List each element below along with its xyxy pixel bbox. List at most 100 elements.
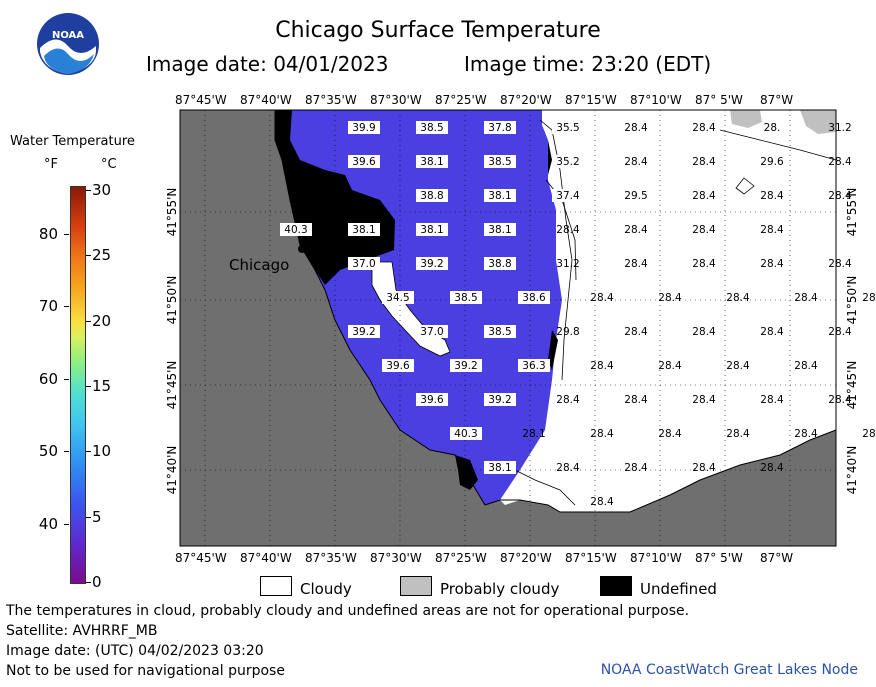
temp-label-bg — [416, 393, 448, 406]
lon-label-bottom: 87°35'W — [305, 551, 357, 565]
temp-label: 28.4 — [556, 394, 580, 406]
lon-label-bottom: 87°20'W — [500, 551, 552, 565]
temp-label-bg — [484, 393, 516, 406]
temp-label-bg — [416, 223, 448, 236]
temp-label-bg — [518, 359, 550, 372]
temp-label: 28.4 — [692, 224, 716, 236]
temp-label: 38.8 — [488, 258, 511, 270]
temp-label-bg — [416, 189, 448, 202]
lon-label-top: 87°20'W — [500, 93, 552, 107]
temp-label: 28.4 — [624, 122, 648, 134]
probably-cloudy-area — [730, 110, 762, 128]
page-title: Chicago Surface Temperature — [275, 18, 601, 43]
temp-label: 37.0 — [352, 258, 375, 270]
lat-label-left: 41°50'N — [165, 276, 179, 325]
temp-label: 39.2 — [488, 394, 511, 406]
axis-labels: 87°45'W 87°45'W 87°40'W 87°40'W 87°35'W 87°35… — [165, 93, 859, 565]
temp-label: 28.4 — [692, 156, 716, 168]
map-frame — [179, 109, 837, 547]
lon-label-bottom: 87°25'W — [435, 551, 487, 565]
temp-label: 28.4 — [692, 122, 716, 134]
legend-f-tick: 50 — [38, 442, 58, 461]
temp-label: 40.3 — [454, 428, 477, 440]
temp-label: 28.4 — [658, 360, 682, 372]
lon-label-top: 87°40'W — [240, 93, 292, 107]
legend-f-tickmark — [64, 378, 69, 380]
legend-c-tick: 0 — [92, 573, 102, 591]
temp-label: 38.5 — [488, 326, 511, 338]
temp-label: 28.4 — [726, 360, 750, 372]
temp-label: 37.4 — [556, 190, 580, 202]
temp-label: 28.4 — [590, 496, 614, 508]
temp-label: 28.4 — [726, 292, 750, 304]
legend-c-tickmark — [86, 516, 91, 518]
lat-label-left: 41°55'N — [165, 188, 179, 237]
temp-label-bg — [416, 155, 448, 168]
temp-label-bg — [450, 291, 482, 304]
temp-label: 35.2 — [556, 156, 579, 168]
svg-text:NOAA: NOAA — [52, 30, 84, 41]
temp-label-bg — [348, 155, 380, 168]
shoreline — [274, 110, 837, 513]
temp-label: 28.4 — [828, 190, 852, 202]
temp-label-bg — [348, 223, 380, 236]
temp-label: 39.2 — [352, 326, 375, 338]
lat-label-right: 41°50'N — [845, 276, 859, 325]
disclaimer: The temperatures in cloud, probably clou… — [6, 603, 690, 619]
legend-c-tick: 25 — [92, 246, 112, 265]
lon-label-bottom: 87°10'W — [630, 551, 682, 565]
legend-f-tick: 70 — [38, 297, 58, 316]
lon-label-bottom: 87°30'W — [370, 551, 422, 565]
lat-label-left: 41°45'N — [165, 361, 179, 410]
temp-label: 40.3 — [284, 224, 307, 236]
temp-label: 28.4 — [658, 292, 682, 304]
temp-label: 28.4 — [794, 360, 818, 372]
temp-label: 28.4 — [794, 292, 818, 304]
temp-label: 38.5 — [420, 122, 443, 134]
temp-label: 38.1 — [488, 190, 511, 202]
temp-label: 28.4 — [726, 428, 750, 440]
lon-label-bottom: 87° 5'W — [695, 551, 743, 565]
temp-label: 28.4 — [692, 258, 716, 270]
legend-c-tickmark — [86, 386, 91, 387]
temperature-colorbar — [70, 186, 86, 584]
temp-label-bg — [484, 461, 516, 474]
city-label: Chicago — [229, 256, 289, 274]
temp-label: 36.3 — [522, 360, 545, 372]
lon-label-top: 87°30'W — [370, 93, 422, 107]
temp-label: 38.1 — [488, 224, 511, 236]
temp-label: 39.6 — [420, 394, 444, 406]
legend-c-tick: 20 — [92, 311, 112, 330]
temp-label: 28.4 — [692, 190, 716, 202]
lon-label-top: 87°25'W — [435, 93, 487, 107]
temp-label: 28.4 — [590, 360, 614, 372]
temperature-labels: 39.9 38.5 37.8 35.5 28.4 28.4 28. 31.2 39.6 38.1 3… — [280, 121, 876, 508]
lon-label-top: 87°45'W — [175, 93, 227, 107]
legend-f-tick: 60 — [38, 369, 58, 388]
temp-label: 28.4 — [624, 156, 648, 168]
temp-label-bg — [348, 325, 380, 338]
temp-label: 28.4 — [624, 224, 648, 236]
temp-label: 28.4 — [828, 156, 852, 168]
satellite: Satellite: AVHRRF_MB — [6, 623, 158, 639]
legend-title: Water Temperature — [10, 134, 135, 149]
temp-label-bg — [484, 155, 516, 168]
probably-cloudy-area-2 — [800, 110, 836, 134]
temp-label-bg — [382, 291, 414, 304]
legend-f-tickmark — [64, 306, 69, 308]
temp-label: 37.0 — [420, 326, 443, 338]
legend-c-tickmark — [86, 320, 91, 322]
temp-label-bg — [518, 291, 550, 304]
temp-label-bg — [416, 121, 448, 134]
temp-label-bg — [450, 427, 482, 440]
navigation-warning: Not to be used for navigational purpose — [6, 663, 285, 679]
undefined-area-2 — [548, 140, 552, 175]
temp-label: 35.5 — [556, 122, 579, 134]
legend-c-tick: 10 — [92, 442, 112, 461]
temp-label: 28.4 — [624, 394, 648, 406]
temp-label: 28.4 — [862, 292, 876, 304]
image-time: Image time: 23:20 (EDT) — [464, 52, 712, 76]
lon-label-bottom: 87°40'W — [240, 551, 292, 565]
temp-label: 28.4 — [556, 462, 580, 474]
